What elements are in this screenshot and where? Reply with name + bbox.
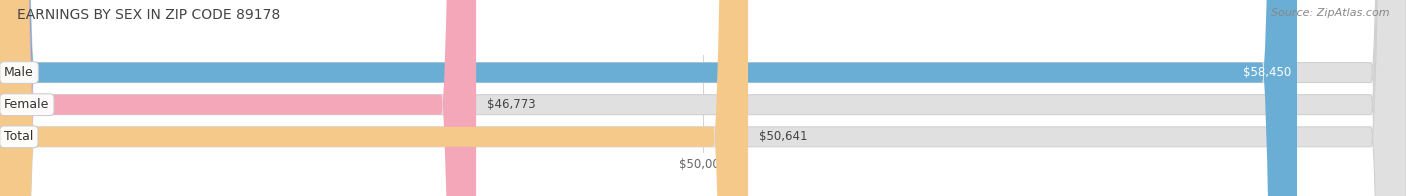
- Text: Female: Female: [4, 98, 49, 111]
- Text: Male: Male: [4, 66, 34, 79]
- FancyBboxPatch shape: [0, 0, 477, 196]
- FancyBboxPatch shape: [0, 0, 748, 196]
- Text: Total: Total: [4, 130, 34, 143]
- Text: $50,641: $50,641: [759, 130, 808, 143]
- FancyBboxPatch shape: [0, 0, 1296, 196]
- Text: EARNINGS BY SEX IN ZIP CODE 89178: EARNINGS BY SEX IN ZIP CODE 89178: [17, 8, 280, 22]
- Text: $58,450: $58,450: [1243, 66, 1292, 79]
- Text: $46,773: $46,773: [488, 98, 536, 111]
- Text: Source: ZipAtlas.com: Source: ZipAtlas.com: [1271, 8, 1389, 18]
